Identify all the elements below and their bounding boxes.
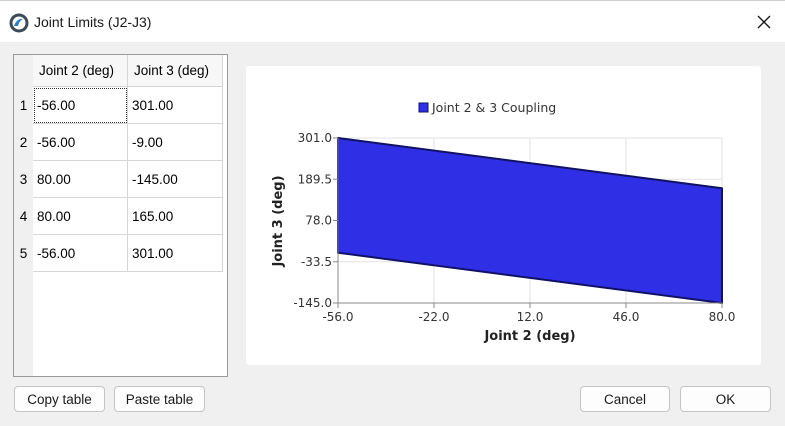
paste-table-button[interactable]: Paste table: [114, 386, 205, 412]
app-logo-icon: [9, 13, 29, 33]
row-header-column: [14, 55, 33, 376]
table-corner: [14, 55, 33, 87]
close-icon: [757, 15, 771, 29]
x-tick-label: 46.0: [613, 310, 640, 324]
y-tick-label: -145.0: [293, 296, 332, 310]
table-cell[interactable]: -145.00: [128, 161, 223, 198]
table-cell[interactable]: 80.00: [33, 161, 128, 198]
table-cell[interactable]: -56.00: [33, 87, 128, 124]
table-cell[interactable]: 301.00: [128, 87, 223, 124]
row-header[interactable]: 5: [19, 246, 28, 261]
row-header[interactable]: 2: [19, 135, 28, 150]
x-tick-label: -56.0: [322, 310, 353, 324]
row-header[interactable]: 4: [19, 209, 28, 224]
chart-panel: -56.0 -22.0 12.0 46.0 80.0 301.0 189.5 78.0 -33.…: [246, 66, 761, 365]
x-tick-label: -22.0: [418, 310, 449, 324]
coupling-chart: -56.0 -22.0 12.0 46.0 80.0 301.0 189.5 78.0 -33.…: [271, 100, 736, 344]
copy-table-button[interactable]: Copy table: [14, 386, 105, 412]
row-header[interactable]: 1: [19, 98, 28, 113]
table-cell[interactable]: -56.00: [33, 124, 128, 161]
cancel-button[interactable]: Cancel: [580, 386, 670, 412]
limits-table: Joint 2 (deg) Joint 3 (deg) 1 2 3 4 5 -5…: [13, 54, 228, 377]
column-header-joint3[interactable]: Joint 3 (deg): [128, 55, 223, 87]
y-tick-label: 78.0: [305, 214, 332, 228]
y-tick-label: 301.0: [298, 131, 332, 145]
x-axis-label: Joint 2 (deg): [483, 329, 575, 344]
coupling-area: [337, 137, 723, 304]
table-cell[interactable]: 80.00: [33, 198, 128, 235]
table-cell[interactable]: 301.00: [128, 235, 223, 272]
window-title: Joint Limits (J2-J3): [34, 14, 152, 30]
row-header[interactable]: 3: [19, 172, 28, 187]
table-cell[interactable]: -56.00: [33, 235, 128, 272]
y-tick-label: 189.5: [298, 172, 332, 186]
column-header-joint2[interactable]: Joint 2 (deg): [33, 55, 128, 87]
y-axis-label: Joint 3 (deg): [271, 175, 286, 267]
ok-button[interactable]: OK: [680, 386, 771, 412]
legend-swatch: [418, 102, 429, 113]
table-cell[interactable]: -9.00: [128, 124, 223, 161]
x-tick-label: 80.0: [709, 310, 736, 324]
title-bar: Joint Limits (J2-J3): [0, 0, 785, 42]
y-tick-label: -33.5: [301, 255, 332, 269]
table-cell[interactable]: 165.00: [128, 198, 223, 235]
x-tick-label: 12.0: [517, 310, 544, 324]
close-button[interactable]: [748, 7, 780, 37]
legend-label: Joint 2 & 3 Coupling: [431, 100, 556, 115]
